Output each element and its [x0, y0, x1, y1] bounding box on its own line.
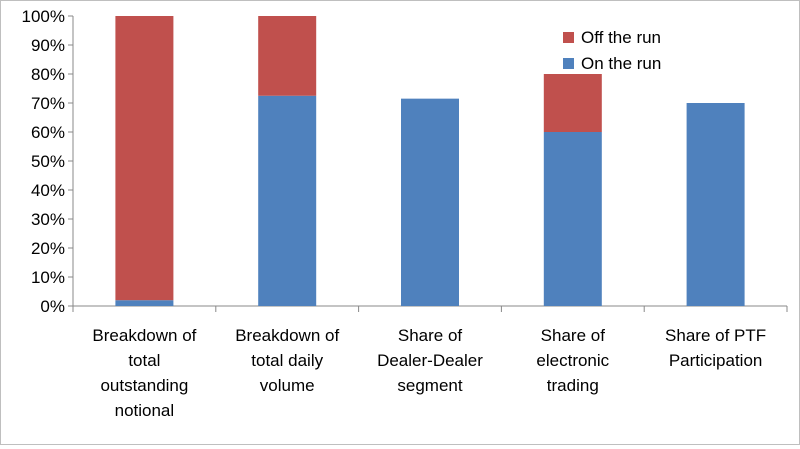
bar-on-the-run [686, 103, 745, 306]
legend-swatch [563, 32, 574, 43]
y-tick-label: 0% [40, 297, 65, 316]
y-tick-label: 100% [22, 7, 65, 26]
x-tick-label-line: Dealer-Dealer [377, 351, 483, 370]
y-tick-label: 60% [31, 123, 65, 142]
x-tick-label-line: electronic [536, 351, 609, 370]
bars [115, 16, 745, 307]
x-tick-label-line: total daily [251, 351, 323, 370]
x-tick-label-line: Breakdown of [92, 326, 196, 345]
y-tick-label: 20% [31, 239, 65, 258]
bar-off-the-run [543, 74, 602, 132]
x-tick-label-line: volume [260, 376, 315, 395]
legend-swatch [563, 58, 574, 69]
x-tick-label-line: Share of [398, 326, 463, 345]
bar-on-the-run [543, 132, 602, 306]
x-tick-label-line: Participation [669, 351, 763, 370]
x-tick-label: Share of PTF Participation [665, 326, 766, 370]
legend-label: On the run [581, 54, 661, 73]
bar-off-the-run [258, 16, 317, 96]
bar-on-the-run [115, 300, 174, 306]
bar-on-the-run [401, 98, 459, 307]
x-tick-label: Share of Dealer-Dealer segment [377, 326, 483, 395]
x-tick-label-line: Share of [541, 326, 606, 345]
x-tick-label-line: segment [397, 376, 462, 395]
bar-on-the-run [258, 95, 317, 306]
x-tick-label-line: Share of PTF [665, 326, 766, 345]
y-tick-label: 80% [31, 65, 65, 84]
legend: Off the run On the run [563, 28, 661, 73]
y-tick-label: 90% [31, 36, 65, 55]
y-tick-label: 70% [31, 94, 65, 113]
y-axis: 0% 10% 20% 30% 40% 50% 60% 70% 80% 90% 100% [22, 7, 74, 316]
x-tick-label: Breakdown of total daily volume [235, 326, 339, 395]
y-tick-label: 10% [31, 268, 65, 287]
x-tick-label-line: Breakdown of [235, 326, 339, 345]
x-tick-label-line: notional [115, 401, 175, 420]
x-tick-label: Share of electronic trading [536, 326, 609, 395]
legend-label: Off the run [581, 28, 661, 47]
bar-off-the-run [115, 16, 174, 301]
x-tick-label-line: total [128, 351, 160, 370]
y-tick-label: 30% [31, 210, 65, 229]
y-tick-label: 40% [31, 181, 65, 200]
x-tick-label: Breakdown of total outstanding notional [92, 326, 196, 420]
x-tick-label-line: outstanding [100, 376, 188, 395]
x-tick-label-line: trading [547, 376, 599, 395]
y-tick-label: 50% [31, 152, 65, 171]
x-axis: Breakdown of total outstanding notionalBrea… [72, 305, 788, 420]
